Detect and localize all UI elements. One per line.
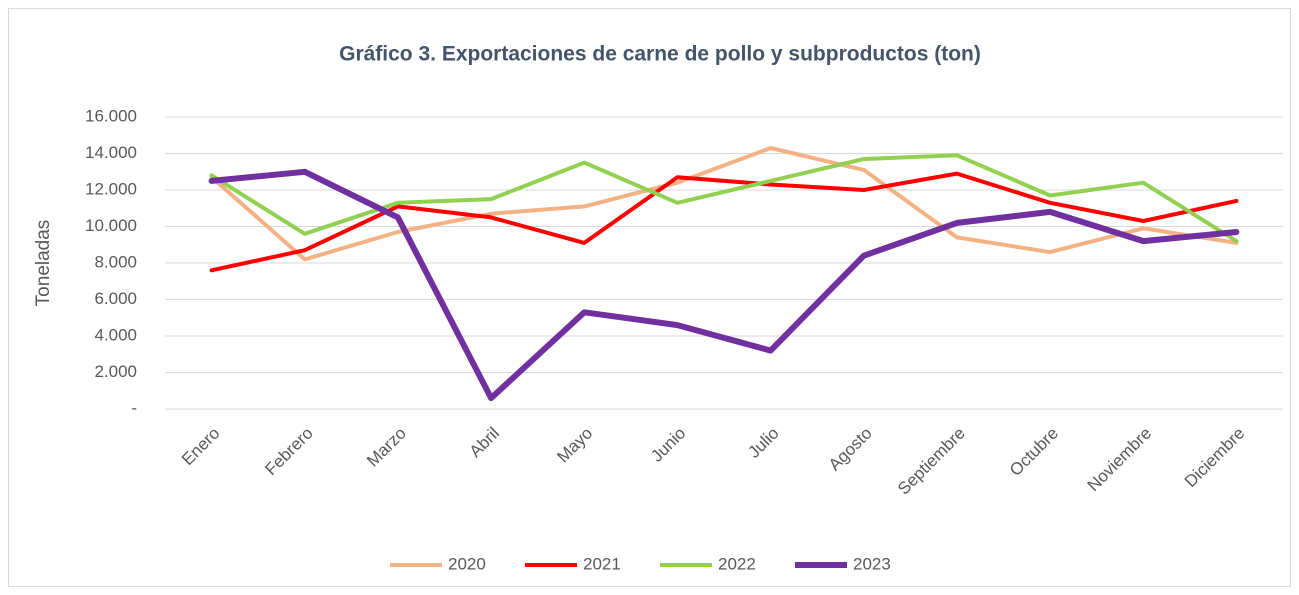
line-series — [209, 146, 1239, 262]
y-tick-label: 12.000 — [85, 179, 137, 198]
y-tick-label: 10.000 — [85, 216, 137, 235]
line-series — [208, 168, 1240, 402]
y-tick-label: 16.000 — [85, 106, 137, 125]
y-tick-label: 14.000 — [85, 143, 137, 162]
y-axis-label: Toneladas — [33, 220, 54, 307]
y-tick-label: 4.000 — [94, 325, 137, 344]
line-series — [209, 171, 1239, 273]
chart-title: Gráfico 3. Exportaciones de carne de pol… — [339, 43, 981, 66]
y-tick-label: 2.000 — [94, 362, 137, 381]
legend-label: 2020 — [448, 554, 486, 573]
y-tick-label: - — [131, 398, 137, 417]
legend-label: 2023 — [853, 554, 891, 573]
y-tick-label: 6.000 — [94, 289, 137, 308]
chart-frame — [8, 8, 1291, 587]
y-tick-label: 8.000 — [94, 252, 137, 271]
legend-label: 2022 — [718, 554, 756, 573]
legend-label: 2021 — [583, 554, 621, 573]
